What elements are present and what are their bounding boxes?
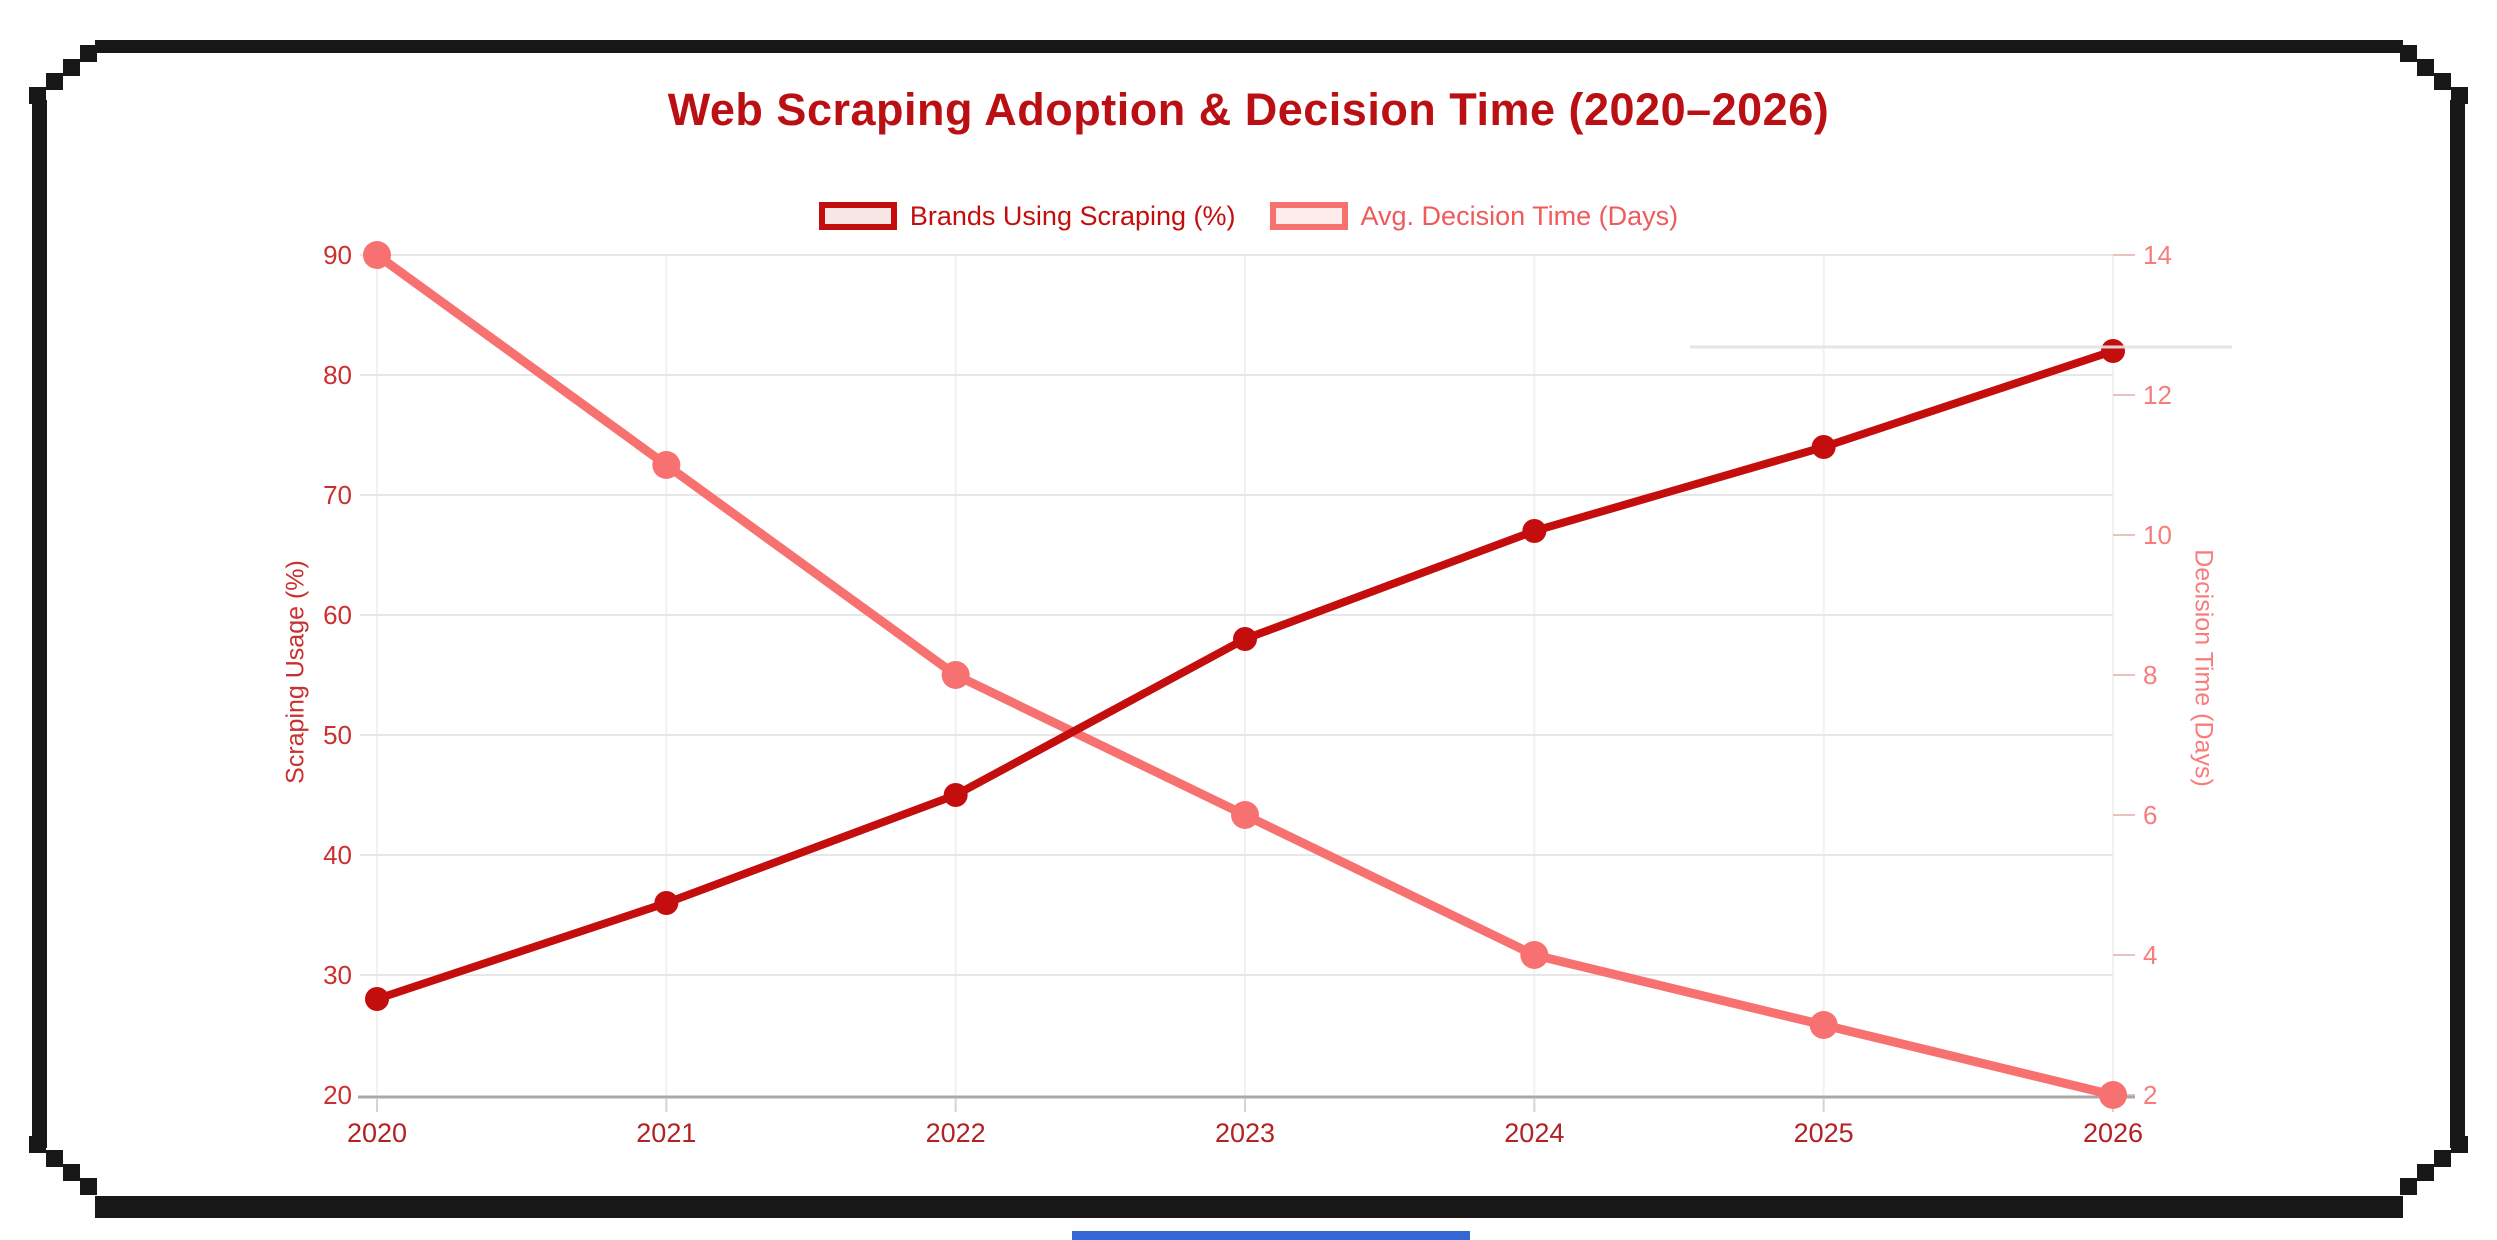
data-point <box>652 451 681 479</box>
svg-text:2021: 2021 <box>636 1118 696 1148</box>
svg-text:4: 4 <box>2143 940 2157 970</box>
svg-text:2025: 2025 <box>1794 1118 1854 1148</box>
legend: Brands Using Scraping (%) Avg. Decision … <box>0 202 2497 230</box>
svg-text:2023: 2023 <box>1215 1118 1275 1148</box>
legend-swatch-brands-icon <box>818 202 897 230</box>
svg-text:12: 12 <box>2143 380 2172 410</box>
data-point <box>654 891 679 915</box>
data-point <box>1520 941 1549 969</box>
svg-text:2024: 2024 <box>1504 1118 1564 1148</box>
data-point <box>1809 1011 1838 1039</box>
data-point <box>365 987 389 1011</box>
data-point <box>943 783 968 807</box>
svg-text:40: 40 <box>323 840 352 870</box>
data-point <box>1522 519 1547 543</box>
data-point <box>2099 1081 2127 1109</box>
vertical-gridlines <box>376 255 2114 1095</box>
data-point <box>1811 435 1836 459</box>
svg-text:8: 8 <box>2143 660 2157 690</box>
data-point <box>363 241 391 269</box>
data-point <box>1233 627 1257 651</box>
bottom-blue-bar <box>1072 1231 1470 1240</box>
legend-label-brands: Brands Using Scraping (%) <box>909 200 1236 231</box>
left-axis-title: Scraping Usage (%) <box>281 560 310 784</box>
svg-text:2026: 2026 <box>2083 1118 2143 1148</box>
left-axis-tick-labels: 90 80 70 60 50 40 30 20 <box>323 240 352 1110</box>
svg-text:2: 2 <box>2143 1080 2157 1110</box>
series-decision-line <box>363 241 2127 1109</box>
svg-text:20: 20 <box>323 1080 352 1110</box>
right-axis-title: Decision Time (Days) <box>2189 549 2218 787</box>
legend-item-avg-decision-time[interactable]: Avg. Decision Time (Days) <box>1269 200 1679 231</box>
svg-text:14: 14 <box>2143 240 2172 270</box>
legend-label-decision: Avg. Decision Time (Days) <box>1360 200 1679 231</box>
horizontal-gridlines <box>358 254 2135 1112</box>
legend-item-brands-using-scraping[interactable]: Brands Using Scraping (%) <box>818 200 1236 231</box>
svg-text:50: 50 <box>323 720 352 750</box>
x-axis-tick-labels: 2020 2021 2022 2023 2024 2025 2026 <box>347 1118 2143 1148</box>
svg-text:90: 90 <box>323 240 352 270</box>
data-point <box>1231 801 1259 829</box>
svg-text:6: 6 <box>2143 800 2157 830</box>
series-brands-line <box>365 339 2125 1011</box>
svg-text:30: 30 <box>323 960 352 990</box>
data-point <box>941 661 970 689</box>
legend-swatch-decision-icon <box>1269 202 1348 230</box>
svg-text:10: 10 <box>2143 520 2172 550</box>
svg-text:80: 80 <box>323 360 352 390</box>
svg-text:70: 70 <box>323 480 352 510</box>
chart-title: Web Scraping Adoption & Decision Time (2… <box>667 84 1830 135</box>
right-axis-tick-labels: 14 12 10 8 6 4 2 <box>2143 240 2172 1110</box>
data-point <box>2101 339 2125 363</box>
svg-text:2020: 2020 <box>347 1118 407 1148</box>
svg-text:60: 60 <box>323 600 352 630</box>
svg-text:2022: 2022 <box>926 1118 986 1148</box>
